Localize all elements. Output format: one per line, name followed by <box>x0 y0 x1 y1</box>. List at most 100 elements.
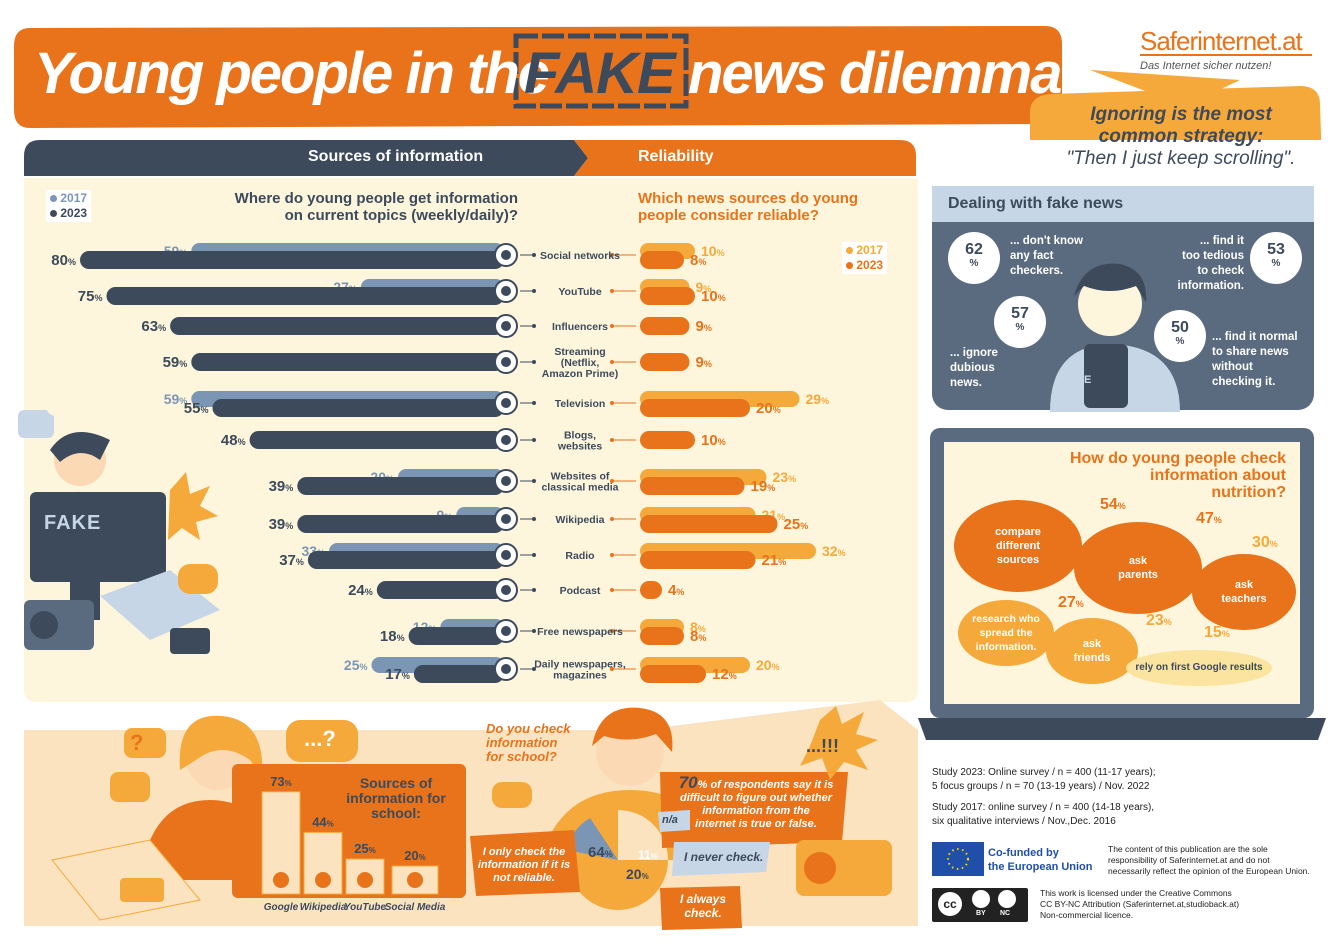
nutrition-title: How do young people check information ab… <box>1000 450 1286 501</box>
girl-question-icon: ? <box>130 730 144 755</box>
brand-logo: Saferinternet.at <box>1140 26 1303 56</box>
legend-dot <box>50 195 57 202</box>
school-chart-title: Sources of information for school: <box>316 776 476 821</box>
bar-reliability-2023 <box>640 287 695 305</box>
stat-text-line: news. <box>950 377 982 389</box>
connector-dot <box>610 360 614 364</box>
stat-text-line: dubious <box>950 362 995 374</box>
bar-reliability-2023 <box>640 477 745 495</box>
nc-icon <box>998 890 1016 908</box>
legend-label: 2017 <box>60 191 88 205</box>
bar-sources-2023 <box>297 477 504 495</box>
value-reliability-2023: 9% <box>696 318 712 335</box>
only-if-line: information if it is <box>477 859 571 871</box>
school-question: Do you check information for school? <box>486 722 571 764</box>
cc-license-badge[interactable]: cc BY NC <box>932 888 1028 922</box>
source-icon-glyph <box>501 585 511 595</box>
row-label: YouTube <box>558 286 602 298</box>
stat-circle: 53% <box>1250 232 1302 284</box>
bar-reliability-2023 <box>640 317 690 335</box>
nutrition-label-line: sources <box>996 554 1040 566</box>
row-label: Free newspapers <box>537 626 623 638</box>
boy-phone-illustration <box>1050 263 1180 412</box>
stat-text-line: to check <box>1197 265 1244 277</box>
stat-70-callout: 70% of respondents say it is difficult t… <box>668 774 844 831</box>
callout-line: "Then I just keep scrolling". <box>1066 148 1296 169</box>
nutrition-label-line: friends <box>1073 652 1111 664</box>
nutrition-label-line: spread the <box>979 627 1033 639</box>
connector-dot <box>610 588 614 592</box>
nutrition-label-line: rely on first Google results <box>1135 662 1263 673</box>
study-line: Study 2023: Online survey / n = 400 (11-… <box>932 767 1156 778</box>
brand-tagline: Das Internet sicher nutzen! <box>1140 60 1272 72</box>
stat-70-text: information from the <box>702 805 810 817</box>
bar-sources-2023 <box>106 287 504 305</box>
eu-disclaimer: The content of this publication are the … <box>1108 844 1310 877</box>
title-part-2: news dilemma <box>688 41 1062 106</box>
pct-sign: % <box>1075 599 1084 609</box>
school-bar-value: 20% <box>404 848 426 863</box>
eu-note-line: The content of this publication are the … <box>1108 844 1268 854</box>
school-bar-icon <box>357 872 373 888</box>
school-bar-label: Google <box>264 902 299 913</box>
pct-sign: % <box>1221 629 1230 639</box>
cc-note-line: Non-commercial licence. <box>1040 910 1134 920</box>
burst-text: ...!!! <box>806 736 839 756</box>
row-label: Wikipedia <box>556 514 605 526</box>
row-label: Daily newspapers, <box>534 659 626 671</box>
nutrition-bubble: rely on first Google results <box>1126 650 1272 686</box>
nutrition-value: 47% <box>1196 510 1222 527</box>
legend-2017: 2017 <box>50 191 87 206</box>
title-part-1: Young people in the <box>34 41 550 106</box>
stat-value: 57 <box>1011 305 1029 322</box>
pct-value: 11 <box>638 848 651 862</box>
legend-dot <box>846 247 853 254</box>
cc-note-line: CC BY-NC Attribution (Saferinternet.at,s… <box>1040 899 1240 909</box>
study-line: six qualitative interviews / Nov.,Dec. 2… <box>932 816 1116 827</box>
connector-dot <box>610 479 614 483</box>
connector-dot <box>532 629 536 633</box>
legend-2017: 2017 <box>846 243 883 258</box>
nutrition-label-line: information. <box>975 641 1037 653</box>
value-reliability-2023: 10% <box>701 288 726 305</box>
cc-note: This work is licensed under the Creative… <box>1040 888 1239 921</box>
stat-text-line: ... find it normal <box>1212 331 1298 343</box>
connector-dot <box>532 588 536 592</box>
value-sources-2023: 37% <box>279 552 304 569</box>
dealing-title: Dealing with fake news <box>948 195 1124 212</box>
study-2017: Study 2017: online survey / n = 400 (14-… <box>932 801 1154 829</box>
stat-circle: 57% <box>994 296 1046 348</box>
connector-dot <box>610 324 614 328</box>
row-label: websites <box>557 441 603 453</box>
pct-na: n/a <box>662 814 678 826</box>
row-label: Television <box>555 398 606 410</box>
bar-sources-2023 <box>297 515 504 533</box>
connector-dot <box>532 479 536 483</box>
eu-flag-icon <box>932 842 984 876</box>
school-question-line: Do you check <box>486 721 571 736</box>
school-bar-label: YouTube <box>344 902 387 913</box>
row-label: Podcast <box>560 585 601 597</box>
source-icon-glyph <box>501 435 511 445</box>
connector-dot <box>532 517 536 521</box>
stat-unit: % <box>1271 258 1281 269</box>
bar-reliability-2023 <box>640 431 695 449</box>
value-sources-2023: 17% <box>385 666 410 683</box>
school-bar-icon <box>407 872 423 888</box>
question-line: on current topics (weekly/daily)? <box>284 207 518 224</box>
bar-reliability-2023 <box>640 581 662 599</box>
row-label: Amazon Prime) <box>542 368 618 380</box>
always-line: I always <box>679 892 727 906</box>
nutrition-label-line: different <box>996 540 1040 552</box>
nutrition-label-line: ask <box>1082 638 1102 650</box>
connector-dot <box>532 553 536 557</box>
bar-sources-2023 <box>307 551 504 569</box>
value-sources-2023: 18% <box>380 628 405 645</box>
connector-dot <box>610 401 614 405</box>
cc-note-line: This work is licensed under the Creative… <box>1040 888 1232 898</box>
bar-reliability-2023 <box>640 399 750 417</box>
nutrition-label-line: research who <box>972 613 1040 625</box>
value-reliability-2023: 9% <box>696 354 712 371</box>
study-2023: Study 2023: Online survey / n = 400 (11-… <box>932 766 1156 794</box>
school-title-line: school: <box>371 805 421 821</box>
